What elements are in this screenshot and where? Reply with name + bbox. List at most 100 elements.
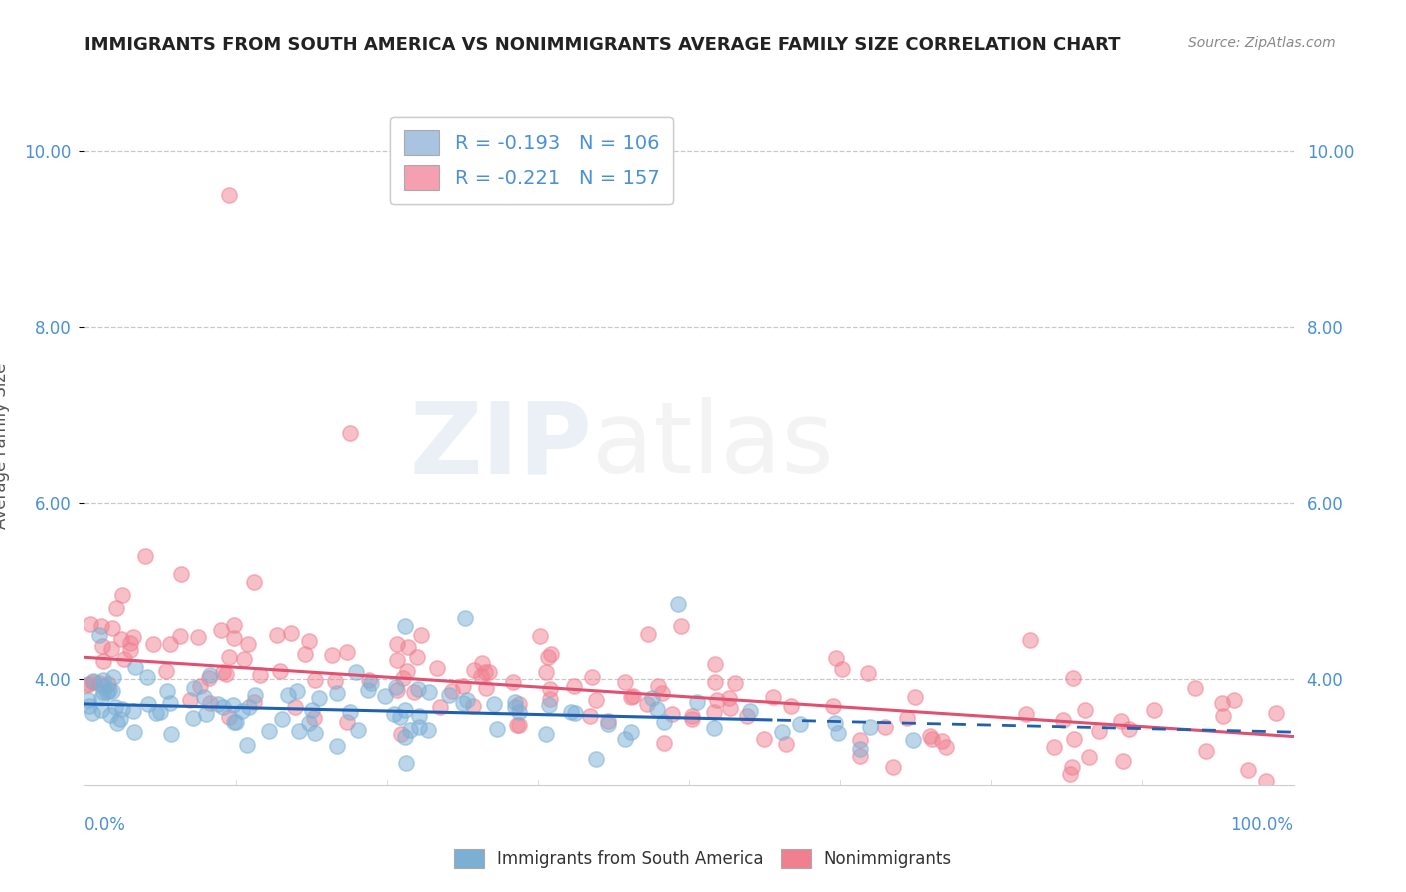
Point [124, 659, 146, 673]
Point [463, 663, 485, 677]
Point [789, 717, 811, 731]
Point [91, 679, 114, 693]
Point [374, 689, 396, 703]
Point [437, 688, 460, 702]
Point [118, 643, 141, 657]
Point [122, 704, 145, 718]
Point [686, 695, 709, 709]
Text: Source: ZipAtlas.com: Source: ZipAtlas.com [1188, 36, 1336, 50]
Point [236, 738, 259, 752]
Point [304, 726, 326, 740]
Point [97, 677, 120, 691]
Point [82, 674, 104, 689]
Point [77, 839, 100, 854]
Point [564, 706, 586, 721]
Point [387, 653, 409, 667]
Point [242, 575, 264, 590]
Point [762, 690, 785, 705]
Point [581, 670, 603, 684]
Point [218, 188, 240, 202]
Point [1052, 713, 1074, 727]
Point [236, 637, 259, 651]
Point [346, 723, 368, 737]
Point [294, 648, 316, 662]
Point [503, 699, 526, 714]
Point [508, 697, 530, 711]
Point [409, 628, 432, 642]
Point [935, 740, 957, 755]
Point [426, 661, 449, 675]
Point [647, 701, 669, 715]
Point [159, 696, 181, 710]
Point [585, 752, 607, 766]
Point [159, 637, 181, 651]
Point [360, 676, 382, 690]
Point [418, 685, 440, 699]
Point [389, 727, 412, 741]
Legend: R = -0.193   N = 106, R = -0.221   N = 157: R = -0.193 N = 106, R = -0.221 N = 157 [391, 117, 673, 203]
Point [104, 700, 127, 714]
Point [1118, 722, 1140, 736]
Point [298, 715, 321, 730]
Point [706, 693, 728, 707]
Point [339, 705, 361, 719]
Point [136, 697, 159, 711]
Point [1143, 703, 1166, 717]
Point [181, 711, 204, 725]
Point [496, 844, 519, 858]
Point [277, 688, 299, 702]
Point [636, 697, 658, 711]
Point [108, 712, 131, 726]
Point [105, 601, 128, 615]
Point [560, 705, 582, 719]
Point [249, 668, 271, 682]
Point [1112, 754, 1135, 768]
Text: ZIP: ZIP [409, 398, 592, 494]
Point [124, 725, 146, 739]
Point [209, 624, 232, 638]
Point [669, 619, 692, 633]
Point [1062, 672, 1084, 686]
Point [475, 681, 498, 695]
Point [536, 650, 558, 665]
Point [222, 698, 245, 712]
Point [402, 685, 425, 699]
Point [200, 696, 222, 710]
Point [394, 703, 416, 717]
Point [198, 668, 221, 682]
Point [269, 664, 291, 678]
Point [408, 708, 430, 723]
Point [90, 703, 112, 717]
Point [620, 724, 643, 739]
Point [735, 709, 758, 723]
Point [302, 711, 325, 725]
Point [859, 720, 882, 734]
Point [118, 636, 141, 650]
Point [298, 633, 321, 648]
Point [357, 683, 380, 698]
Point [506, 718, 529, 732]
Point [478, 665, 501, 679]
Point [218, 848, 240, 863]
Point [301, 702, 323, 716]
Point [385, 680, 408, 694]
Legend: Immigrants from South America, Nonimmigrants: Immigrants from South America, Nonimmigr… [447, 842, 959, 875]
Point [858, 666, 880, 681]
Point [1073, 703, 1095, 717]
Point [169, 629, 191, 643]
Point [222, 631, 245, 645]
Point [451, 679, 474, 693]
Point [486, 722, 509, 736]
Point [647, 679, 669, 693]
Point [385, 637, 408, 651]
Point [921, 731, 943, 746]
Point [96, 685, 118, 699]
Point [79, 616, 101, 631]
Point [280, 626, 302, 640]
Point [91, 685, 114, 699]
Point [654, 736, 676, 750]
Point [142, 636, 165, 650]
Point [827, 726, 849, 740]
Point [159, 726, 181, 740]
Point [288, 724, 311, 739]
